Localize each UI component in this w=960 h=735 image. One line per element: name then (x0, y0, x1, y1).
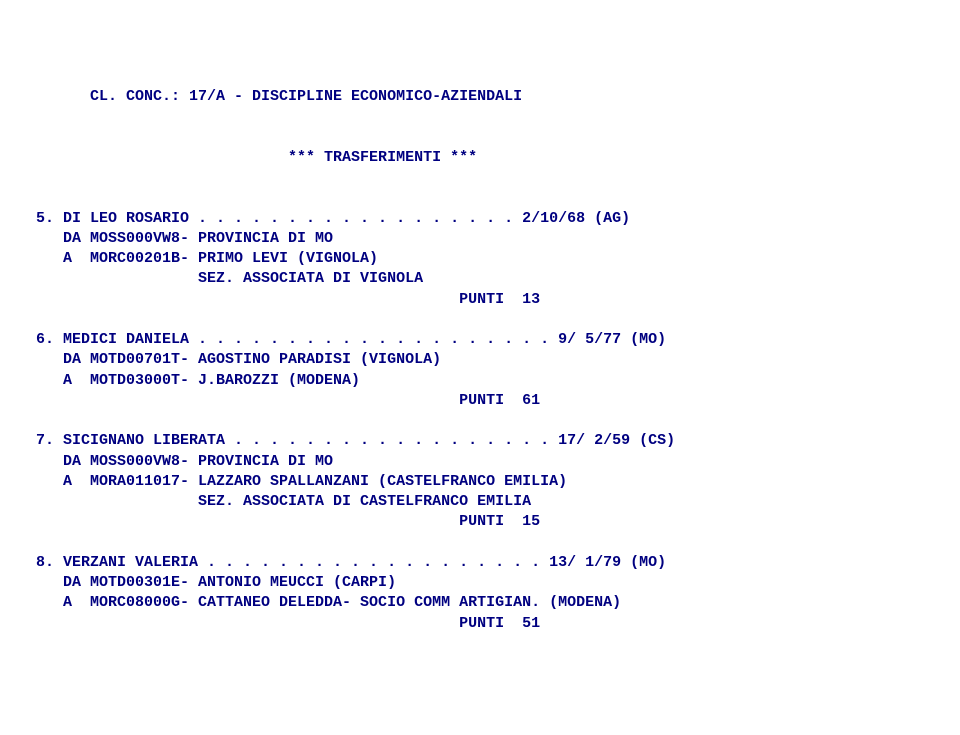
entry-line: A MORC00201B- PRIMO LEVI (VIGNOLA) (0, 250, 378, 267)
entry-line: 7. SICIGNANO LIBERATA . . . . . . . . . … (0, 432, 675, 449)
entry-line: A MORC08000G- CATTANEO DELEDDA- SOCIO CO… (0, 594, 621, 611)
entry-punti: PUNTI 51 (0, 615, 540, 632)
entry-punti: PUNTI 61 (0, 392, 540, 409)
entry-line: DA MOSS000VW8- PROVINCIA DI MO (0, 230, 333, 247)
entry-line: SEZ. ASSOCIATA DI CASTELFRANCO EMILIA (0, 493, 531, 510)
document-body: CL. CONC.: 17/A - DISCIPLINE ECONOMICO-A… (0, 87, 960, 634)
entry-punti: PUNTI 13 (0, 291, 540, 308)
entry-line: DA MOTD00701T- AGOSTINO PARADISI (VIGNOL… (0, 351, 441, 368)
blank-line (0, 108, 9, 125)
entry-line: DA MOSS000VW8- PROVINCIA DI MO (0, 453, 333, 470)
entry-punti: PUNTI 15 (0, 513, 540, 530)
entry-line: 8. VERZANI VALERIA . . . . . . . . . . .… (0, 554, 666, 571)
entry-line: SEZ. ASSOCIATA DI VIGNOLA (0, 270, 423, 287)
header-line: CL. CONC.: 17/A - DISCIPLINE ECONOMICO-A… (0, 88, 522, 105)
blank-line (0, 169, 9, 186)
entry-line: A MOTD03000T- J.BAROZZI (MODENA) (0, 372, 360, 389)
blank-line (0, 412, 9, 429)
blank-line (0, 311, 9, 328)
blank-line (0, 189, 9, 206)
blank-line (0, 129, 9, 146)
section-title: *** TRASFERIMENTI *** (0, 149, 477, 166)
entry-line: A MORA011017- LAZZARO SPALLANZANI (CASTE… (0, 473, 567, 490)
entry-line: DA MOTD00301E- ANTONIO MEUCCI (CARPI) (0, 574, 396, 591)
entry-line: 5. DI LEO ROSARIO . . . . . . . . . . . … (0, 210, 630, 227)
blank-line (0, 534, 9, 551)
entry-line: 6. MEDICI DANIELA . . . . . . . . . . . … (0, 331, 666, 348)
